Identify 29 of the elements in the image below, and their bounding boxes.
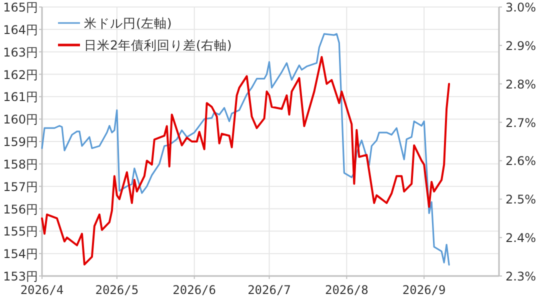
y2-tick-label: 2.3%: [506, 270, 536, 284]
y-tick-label: 163円: [3, 45, 38, 60]
y2-tick-label: 2.6%: [506, 154, 536, 168]
y-tick-label: 160円: [3, 112, 38, 127]
y2-tick-label: 2.9%: [506, 38, 536, 53]
y-tick-label: 158円: [3, 157, 38, 172]
y-tick-label: 157円: [3, 180, 38, 194]
y-tick-label: 153円: [3, 270, 38, 284]
legend-label: 日米2年債利回り差(右軸): [84, 38, 232, 52]
x-tick-label: 2026/7: [248, 283, 291, 297]
y-tick-label: 155円: [3, 224, 38, 239]
legend-label: 米ドル円(左軸): [84, 16, 172, 30]
y2-tick-label: 2.4%: [506, 231, 536, 246]
x-tick-label: 2026/9: [402, 283, 446, 297]
y-tick-label: 162円: [3, 68, 38, 82]
y-tick-label: 159円: [3, 135, 38, 149]
y-tick-label: 161円: [3, 90, 38, 104]
y2-tick-label: 2.5%: [506, 192, 536, 207]
y-tick-label: 156円: [3, 202, 38, 216]
y2-tick-label: 2.8%: [506, 77, 536, 92]
y2-tick-label: 2.7%: [506, 116, 536, 130]
y-tick-label: 164円: [3, 22, 38, 37]
x-tick-label: 2026/5: [95, 283, 139, 297]
x-tick-label: 2026/6: [172, 283, 216, 297]
x-tick-label: 2026/4: [20, 283, 64, 297]
y-tick-label: 165円: [3, 0, 38, 14]
y2-tick-label: 3.0%: [506, 0, 536, 14]
x-tick-label: 2026/8: [324, 283, 368, 297]
y-tick-label: 154円: [3, 247, 38, 262]
